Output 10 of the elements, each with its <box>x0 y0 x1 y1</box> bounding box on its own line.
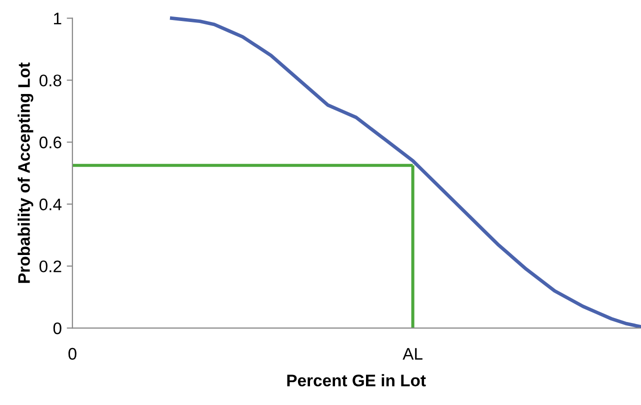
x-tick-label: AL <box>402 348 422 360</box>
y-tick-label: 0.8 <box>40 74 62 86</box>
y-tick-label: 0.2 <box>40 260 62 272</box>
y-tick-label: 0.4 <box>40 198 62 210</box>
line-series <box>170 16 641 328</box>
y-axis-title: Probability of Accepting Lot <box>18 62 34 283</box>
y-tick-label: 0.6 <box>40 136 62 148</box>
y-tick-label: 0 <box>53 322 62 334</box>
y-tick-label: 1 <box>54 12 62 24</box>
x-axis-title: Percent GE in Lot <box>287 374 426 386</box>
